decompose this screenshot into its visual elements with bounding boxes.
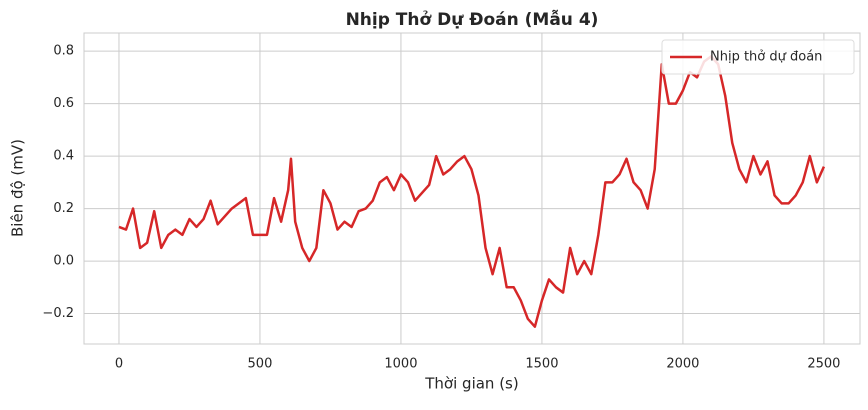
- x-tick-label: 1000: [384, 357, 417, 372]
- legend: Nhịp thở dự đoán: [661, 39, 855, 75]
- y-tick-label: 0.2: [53, 201, 74, 216]
- y-tick-label: 0.0: [53, 254, 74, 269]
- y-tick-label: −0.2: [42, 306, 74, 321]
- y-tick-label: 0.6: [53, 96, 74, 111]
- x-tick-label: 0: [115, 357, 123, 372]
- x-tick-label: 2500: [807, 357, 840, 372]
- y-axis-label: Biên độ (mV): [9, 139, 27, 237]
- x-tick-label: 1500: [525, 357, 558, 372]
- data-line: [118, 55, 826, 328]
- y-tick-label: 0.8: [53, 44, 74, 59]
- x-tick-label: 500: [248, 357, 273, 372]
- chart-title: Nhịp Thở Dự Đoán (Mẫu 4): [346, 8, 599, 30]
- y-tick-label: 0.4: [53, 149, 74, 164]
- plot-frame: [83, 32, 861, 345]
- x-tick-label: 2000: [666, 357, 699, 372]
- legend-label: Nhịp thở dự đoán: [710, 50, 822, 65]
- x-axis-label: Thời gian (s): [424, 375, 518, 393]
- legend-box: [661, 39, 855, 75]
